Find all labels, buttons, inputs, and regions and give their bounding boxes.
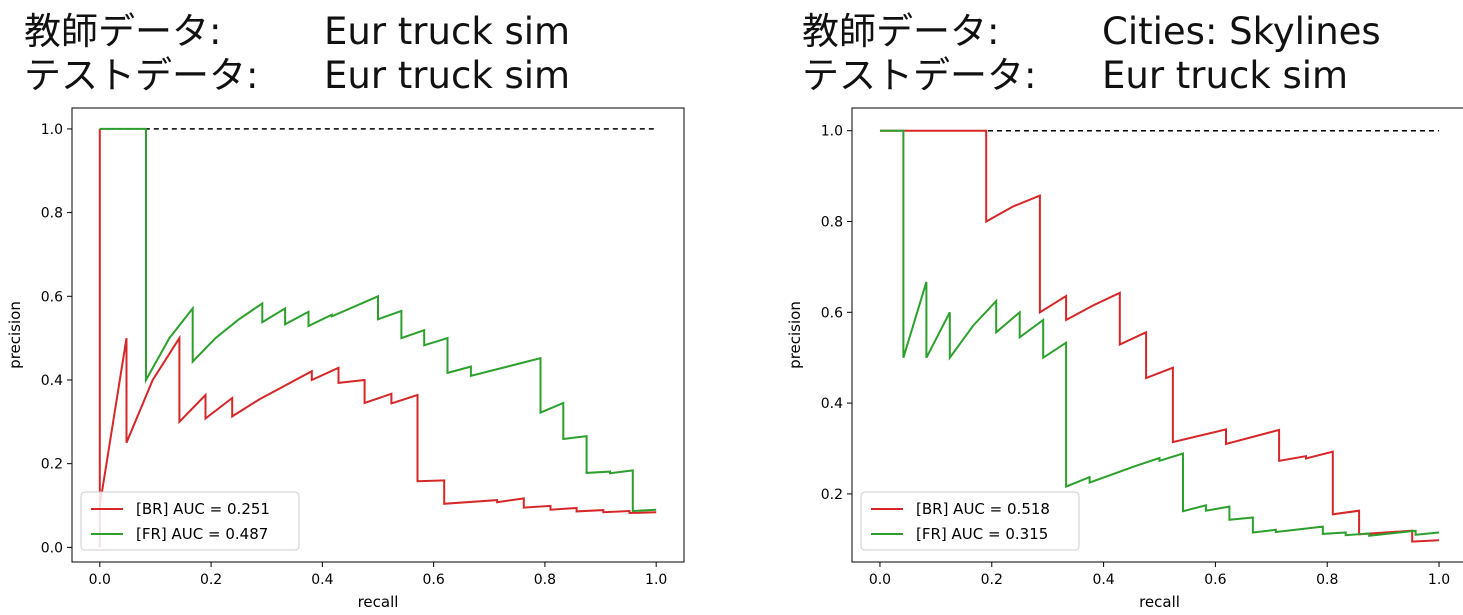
- x-tick-label: 0.0: [89, 572, 111, 588]
- y-tick-label: 0.8: [821, 215, 843, 231]
- right-chart-panel: 教師データ: Cities: Skylines テストデータ: Eur truc…: [780, 0, 1463, 615]
- x-tick-label: 0.0: [869, 572, 891, 588]
- x-tick-label: 0.6: [1204, 572, 1226, 588]
- x-tick-label: 0.2: [200, 572, 222, 588]
- x-axis-label: recall: [1139, 593, 1180, 611]
- test-data-value: Eur truck sim: [1102, 54, 1349, 97]
- x-tick-label: 0.8: [1316, 572, 1338, 588]
- x-tick-label: 1.0: [645, 572, 667, 588]
- legend-label-br: [BR] AUC = 0.518: [916, 500, 1050, 518]
- y-tick-label: 1.0: [41, 122, 63, 138]
- test-data-label: テストデータ:: [24, 54, 259, 97]
- y-tick-label: 1.0: [821, 124, 843, 140]
- x-tick-label: 0.2: [981, 572, 1003, 588]
- y-axis-label: precision: [6, 301, 24, 369]
- series-line-fr: [880, 129, 1440, 537]
- y-tick-label: 0.0: [41, 540, 63, 556]
- legend-box: [860, 491, 1080, 551]
- legend-label-fr: [FR] AUC = 0.315: [916, 525, 1048, 543]
- train-data-label: 教師データ:: [24, 10, 222, 53]
- legend-box: [80, 491, 300, 551]
- train-data-label: 教師データ:: [802, 10, 1000, 53]
- legend-label-fr: [FR] AUC = 0.487: [136, 525, 268, 543]
- left-chart-panel: 教師データ: Eur truck sim テストデータ: Eur truck s…: [0, 0, 720, 615]
- x-tick-label: 1.0: [1428, 572, 1450, 588]
- x-axis-label: recall: [358, 593, 399, 611]
- series-line-fr: [99, 127, 657, 513]
- x-tick-label: 0.6: [423, 572, 445, 588]
- y-tick-label: 0.6: [41, 289, 63, 305]
- precision-recall-chart-right: 0.0 0.2 0.4 0.6 0.8 1.0 0.2 0.4 0.6 0.8 1.0 recall p…: [786, 107, 1463, 611]
- train-data-value: Eur truck sim: [324, 10, 571, 53]
- plot-frame: [71, 107, 685, 563]
- train-data-value: Cities: Skylines: [1102, 10, 1381, 53]
- legend-label-br: [BR] AUC = 0.251: [136, 500, 270, 518]
- test-data-value: Eur truck sim: [324, 54, 571, 97]
- x-tick-label: 0.4: [311, 572, 333, 588]
- y-tick-label: 0.8: [41, 206, 63, 222]
- y-tick-label: 0.2: [41, 457, 63, 473]
- y-tick-label: 0.4: [41, 373, 63, 389]
- series-line-br: [98, 128, 657, 548]
- series-line-br: [880, 129, 1440, 543]
- y-tick-label: 0.6: [821, 305, 843, 321]
- precision-recall-chart-left: 0.0 0.2 0.4 0.6 0.8 1.0 0.0 0.2 0.4 0.6 0.8 1.0 reca…: [6, 107, 685, 611]
- x-tick-label: 0.4: [1092, 572, 1114, 588]
- y-tick-label: 0.4: [821, 396, 843, 412]
- y-tick-label: 0.2: [821, 487, 843, 503]
- plot-frame: [851, 107, 1463, 563]
- y-axis-label: precision: [786, 301, 804, 369]
- x-tick-label: 0.8: [534, 572, 556, 588]
- test-data-label: テストデータ:: [802, 54, 1037, 97]
